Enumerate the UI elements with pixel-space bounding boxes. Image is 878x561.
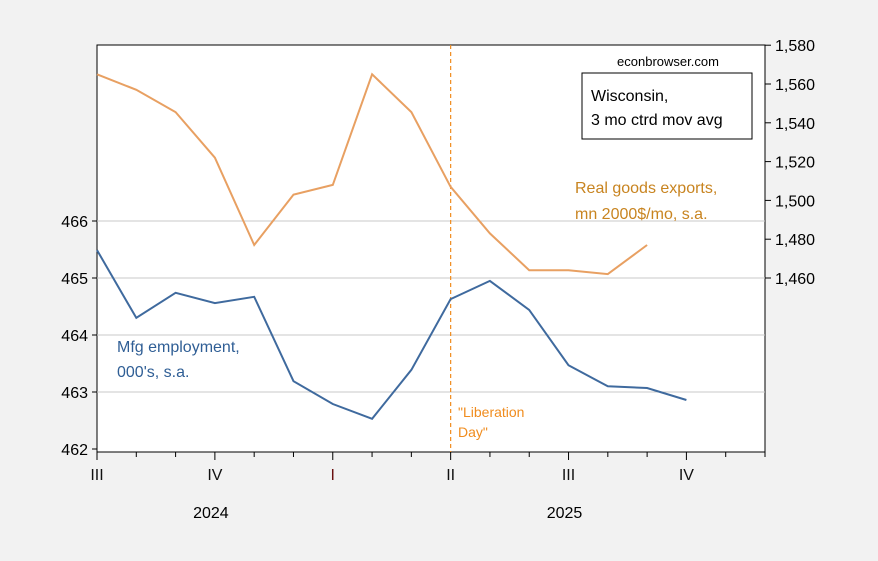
year-label: 2024 [193,505,229,522]
exports-label-2: mn 2000$/mo, s.a. [575,206,708,223]
left-tick-label: 465 [61,271,88,288]
right-tick-label: 1,560 [775,77,815,94]
right-tick-label: 1,460 [775,271,815,288]
exports-line [96,72,648,276]
annotation-line-1: "Liberation [458,404,524,420]
quarter-label: IV [207,467,222,484]
source-label: econbrowser.com [617,54,719,69]
employment-line [96,249,687,420]
legend-line-1: Wisconsin, [591,88,668,105]
legend-line-2: 3 mo ctrd mov avg [591,112,723,129]
quarter-label: III [562,467,575,484]
right-tick-label: 1,540 [775,116,815,133]
right-tick-label: 1,500 [775,193,815,210]
legend-box [581,72,753,140]
right-tick-label: 1,580 [775,38,815,55]
employment-label-2: 000's, s.a. [117,364,189,381]
quarter-label: III [90,467,103,484]
quarter-label: I [331,467,335,484]
left-tick-label: 464 [61,328,88,345]
annotation-line-2: Day" [458,424,488,440]
quarter-label: II [446,467,455,484]
left-tick-label: 466 [61,214,88,231]
exports-label-1: Real goods exports, [575,180,717,197]
year-label: 2025 [547,505,583,522]
left-tick-label: 462 [61,442,88,459]
left-tick-label: 463 [61,385,88,402]
quarter-label: IV [679,467,694,484]
right-tick-label: 1,520 [775,155,815,172]
employment-label-1: Mfg employment, [117,339,240,356]
right-tick-label: 1,480 [775,232,815,249]
